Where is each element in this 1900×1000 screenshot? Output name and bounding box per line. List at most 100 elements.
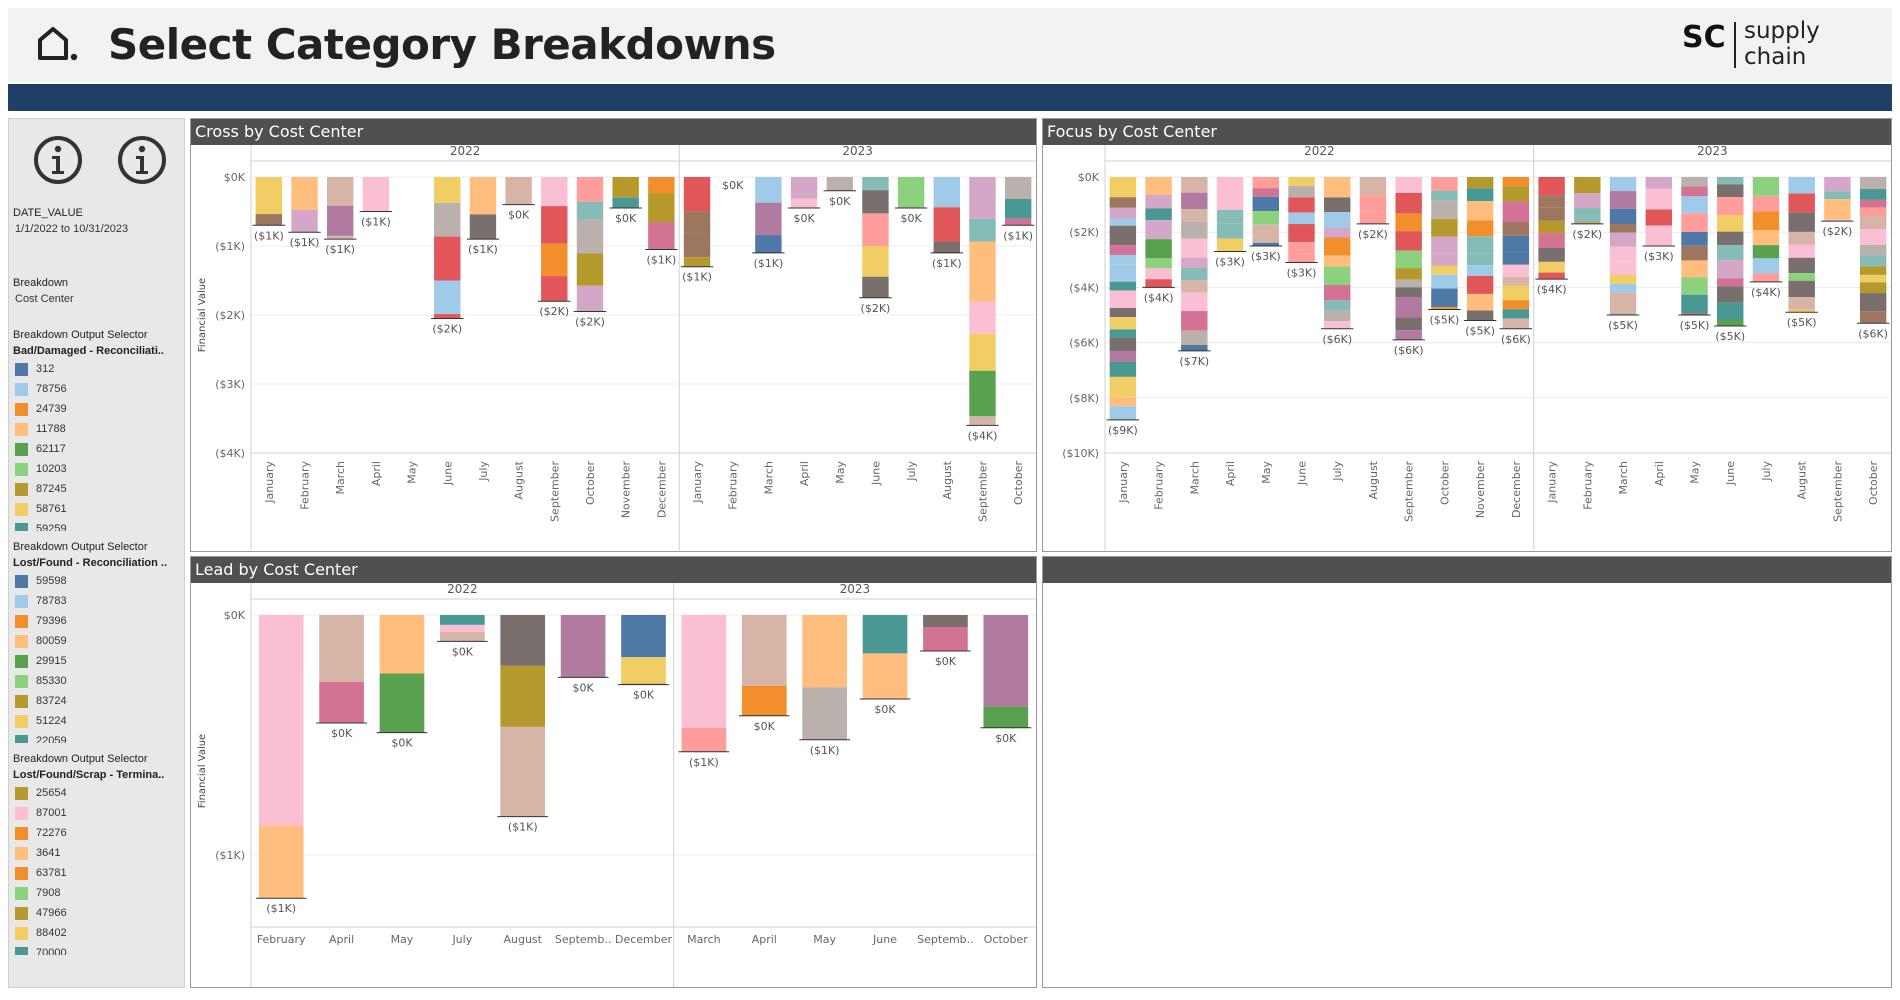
bar-segment[interactable]: [1395, 177, 1422, 193]
legend-item[interactable]: 11788: [15, 419, 181, 439]
bar-segment[interactable]: [1645, 225, 1672, 246]
bar-segment[interactable]: [1431, 236, 1458, 254]
bar-segment[interactable]: [1288, 177, 1315, 186]
bar-segment[interactable]: [1252, 242, 1279, 246]
bar-segment[interactable]: [1788, 273, 1815, 281]
bar-segment[interactable]: [897, 177, 925, 209]
bar-segment[interactable]: [1466, 236, 1494, 254]
bar-segment[interactable]: [1466, 275, 1494, 294]
bar-segment[interactable]: [541, 206, 568, 244]
bar-segment[interactable]: [1538, 220, 1565, 234]
legend-item[interactable]: 85330: [15, 671, 181, 691]
bar-segment[interactable]: [1681, 231, 1708, 246]
bar-segment[interactable]: [1859, 311, 1887, 324]
bar-segment[interactable]: [1502, 309, 1530, 319]
bar-segment[interactable]: [648, 177, 675, 194]
legend-item[interactable]: 63781: [15, 863, 181, 883]
legend-item[interactable]: 87001: [15, 803, 181, 823]
bar-segment[interactable]: [1538, 195, 1565, 208]
bar-segment[interactable]: [969, 218, 996, 242]
bar-segment[interactable]: [1824, 199, 1851, 220]
bar-segment[interactable]: [1502, 285, 1530, 301]
bar-segment[interactable]: [1717, 214, 1744, 232]
bar-segment[interactable]: [319, 681, 364, 723]
bar-segment[interactable]: [1859, 229, 1887, 245]
bar-segment[interactable]: [1324, 266, 1351, 286]
bar-segment[interactable]: [681, 615, 727, 728]
bar-segment[interactable]: [1109, 254, 1137, 265]
bar-segment[interactable]: [1109, 177, 1137, 198]
bar-segment[interactable]: [1324, 300, 1351, 311]
bar-segment[interactable]: [1609, 191, 1637, 209]
bar-segment[interactable]: [862, 615, 908, 654]
bar-segment[interactable]: [1145, 279, 1172, 288]
bar-segment[interactable]: [1324, 197, 1351, 213]
home-icon[interactable]: [36, 24, 80, 64]
bar-segment[interactable]: [1502, 318, 1530, 329]
bar-segment[interactable]: [1109, 350, 1137, 362]
legend-item[interactable]: 87245: [15, 479, 181, 499]
bar-segment[interactable]: [255, 214, 283, 226]
bar-segment[interactable]: [933, 207, 960, 242]
bar-segment[interactable]: [255, 177, 283, 215]
bar-segment[interactable]: [327, 205, 354, 236]
bar-segment[interactable]: [1109, 207, 1137, 219]
bar-segment[interactable]: [1574, 222, 1601, 224]
bar-segment[interactable]: [612, 197, 639, 209]
bar-segment[interactable]: [1359, 212, 1387, 224]
bar-segment[interactable]: [1431, 253, 1458, 266]
bar-segment[interactable]: [1645, 177, 1672, 189]
bar-segment[interactable]: [1145, 220, 1172, 240]
bar-segment[interactable]: [1181, 192, 1208, 210]
bar-segment[interactable]: [1859, 199, 1887, 208]
bar-segment[interactable]: [362, 177, 390, 202]
bar-segment[interactable]: [1788, 193, 1815, 213]
bar-segment[interactable]: [1859, 282, 1887, 294]
bar-segment[interactable]: [1752, 245, 1780, 259]
bar-segment[interactable]: [434, 177, 461, 203]
bar-segment[interactable]: [790, 177, 818, 199]
bar-segment[interactable]: [1538, 247, 1565, 262]
legend-item[interactable]: 59259: [15, 519, 181, 531]
legend-item[interactable]: 59598: [15, 571, 181, 591]
bar-segment[interactable]: [1609, 177, 1637, 192]
bar-segment[interactable]: [1859, 207, 1887, 217]
bar-segment[interactable]: [500, 726, 546, 817]
bar-segment[interactable]: [1288, 197, 1315, 213]
bar-segment[interactable]: [1609, 232, 1637, 247]
bar-segment[interactable]: [1717, 302, 1744, 320]
bar-segment[interactable]: [933, 177, 960, 208]
bar-segment[interactable]: [1324, 285, 1351, 301]
bar-segment[interactable]: [1109, 307, 1137, 318]
bar-segment[interactable]: [1109, 337, 1137, 351]
bar-segment[interactable]: [648, 222, 675, 250]
bar-segment[interactable]: [1324, 227, 1351, 238]
bar-segment[interactable]: [469, 214, 497, 240]
bar-segment[interactable]: [1466, 310, 1494, 321]
bar-segment[interactable]: [1752, 273, 1780, 282]
legend-item[interactable]: 88402: [15, 923, 181, 943]
bar-segment[interactable]: [1288, 185, 1315, 198]
bar-segment[interactable]: [790, 198, 818, 209]
bar-segment[interactable]: [1395, 192, 1422, 214]
bar-segment[interactable]: [1109, 396, 1137, 407]
bar-segment[interactable]: [862, 213, 889, 247]
bar-segment[interactable]: [1109, 290, 1137, 308]
bar-segment[interactable]: [862, 246, 889, 277]
bar-segment[interactable]: [1717, 319, 1744, 327]
bar-segment[interactable]: [319, 615, 364, 682]
legend-item[interactable]: 29915: [15, 651, 181, 671]
bar-segment[interactable]: [1109, 406, 1137, 420]
bar-segment[interactable]: [1004, 218, 1032, 226]
bar-segment[interactable]: [1752, 258, 1780, 274]
bar-segment[interactable]: [1395, 296, 1422, 318]
bar-segment[interactable]: [755, 235, 782, 253]
bar-segment[interactable]: [1181, 221, 1208, 239]
bar-segment[interactable]: [1324, 237, 1351, 256]
bar-segment[interactable]: [1788, 244, 1815, 258]
bar-segment[interactable]: [1859, 255, 1887, 267]
bar-segment[interactable]: [1788, 280, 1815, 297]
bar-segment[interactable]: [1502, 264, 1530, 278]
bar-segment[interactable]: [500, 615, 546, 666]
bar-segment[interactable]: [1109, 317, 1137, 330]
